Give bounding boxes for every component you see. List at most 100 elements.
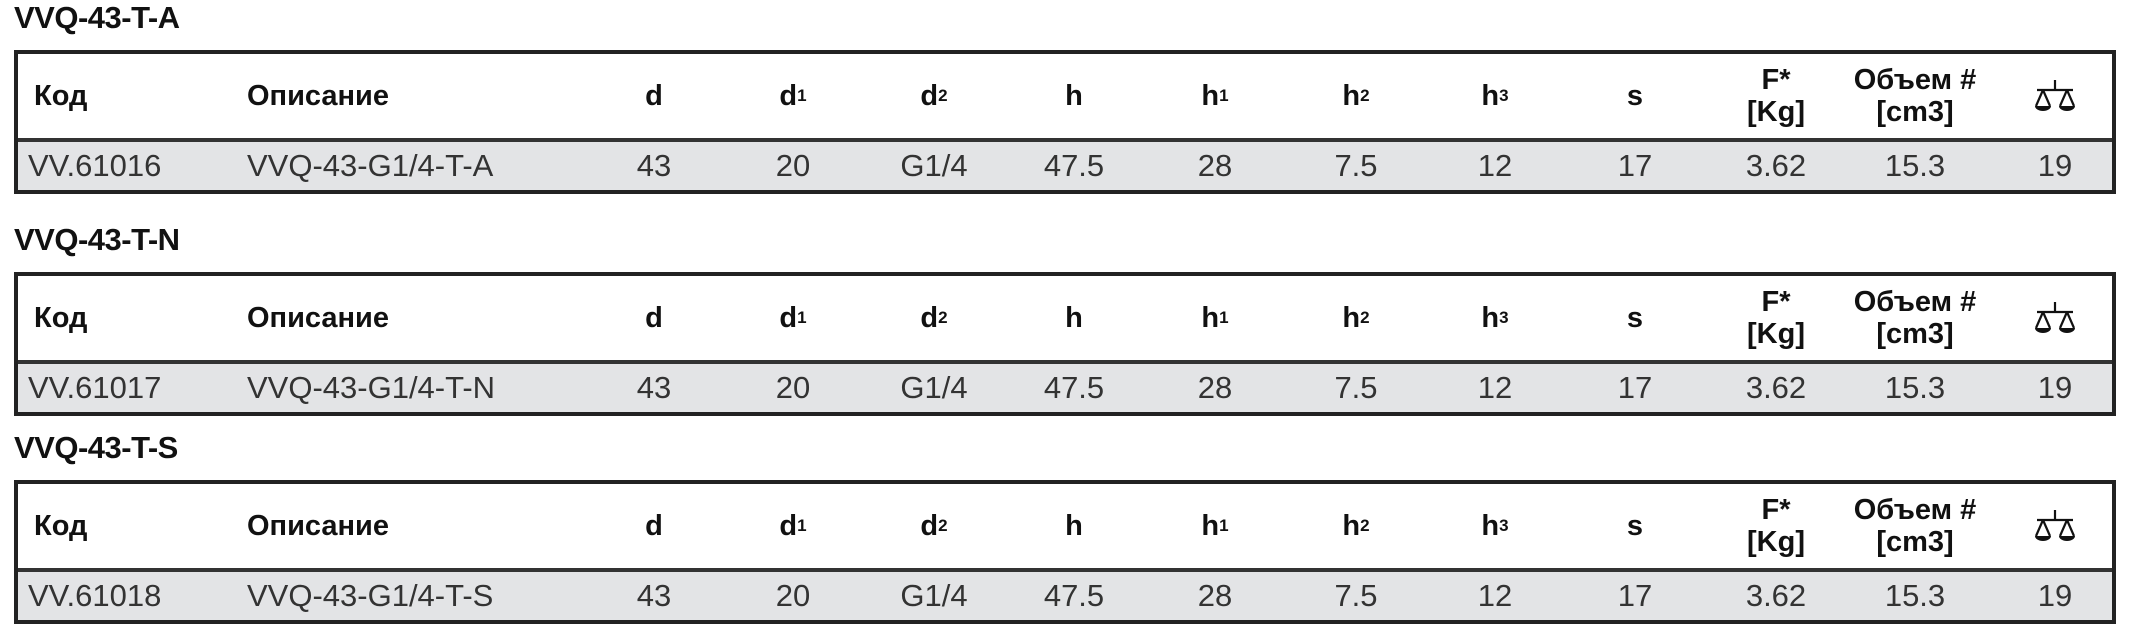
cell-s: 17 [1617,578,1653,613]
header-force-unit: [Kg] [1747,96,1805,128]
cell-force: 3.62 [1745,578,1807,613]
header-h-label: h [1065,510,1083,542]
header-force-unit: [Kg] [1747,318,1805,350]
cell-h: 47.5 [1043,578,1105,613]
header-description: Описание [247,302,389,334]
header-d1-subscript: 1 [797,308,807,327]
header-h: h [1004,54,1144,138]
section-title: VVQ-43-T-S [14,430,178,465]
header-volume-label: Объем # [1853,494,1977,526]
header-volume-unit: [cm3] [1876,96,1954,128]
header-volume: Объем # [cm3] [1825,54,2005,138]
header-h2-label: h [1342,80,1361,112]
header-volume-label: Объем # [1853,286,1977,318]
header-h2-subscript: 2 [1360,516,1370,535]
header-description: Описание [247,510,389,542]
cell-d1: 20 [775,370,811,405]
header-volume-label: Объем # [1853,64,1977,96]
spec-table: Код Описание d d 1 d 2 h h 1 h 2 h 3 s F* [Kg] Объем #[… [14,50,2116,194]
header-volume-unit: [cm3] [1876,318,1954,350]
header-force: F* [Kg] [1706,276,1846,360]
header-description: Описание [247,80,389,112]
header-d-label: d [645,302,663,334]
header-s-label: s [1626,80,1644,112]
header-d2-subscript: 2 [938,86,948,105]
header-h1-subscript: 1 [1219,516,1229,535]
header-h3-subscript: 3 [1499,308,1509,327]
spec-table: Код Описание d d 1 d 2 h h 1 h 2 h 3 s F* [Kg] Объем #[… [14,272,2116,416]
cell-force: 3.62 [1745,148,1807,183]
cell-force: 3.62 [1745,370,1807,405]
cell-weight: 19 [2037,578,2073,613]
cell-s: 17 [1617,370,1653,405]
header-d2-label: d [920,80,939,112]
header-h1-subscript: 1 [1219,86,1229,105]
cell-d1: 20 [775,578,811,613]
header-force: F* [Kg] [1706,484,1846,568]
table-header: Код Описание d d 1 d 2 h h 1 h 2 h 3 s F* [Kg] Объем #[… [18,276,2112,364]
header-h: h [1004,484,1144,568]
header-d: d [584,484,724,568]
header-h2-label: h [1342,302,1361,334]
header-d1-label: d [779,80,798,112]
cell-h: 47.5 [1043,148,1105,183]
cell-code: VV.61016 [28,148,162,183]
cell-weight: 19 [2037,148,2073,183]
cell-h2: 7.5 [1334,148,1378,183]
cell-h1: 28 [1197,148,1233,183]
table-header: Код Описание d d 1 d 2 h h 1 h 2 h 3 s F* [Kg] Объем #[… [18,54,2112,142]
header-d: d [584,54,724,138]
cell-h: 47.5 [1043,370,1105,405]
table-header: Код Описание d d 1 d 2 h h 1 h 2 h 3 s F* [Kg] Объем #[… [18,484,2112,572]
header-h: h [1004,276,1144,360]
header-s: s [1565,276,1705,360]
header-s: s [1565,54,1705,138]
cell-d: 43 [636,370,672,405]
header-h1-label: h [1201,302,1220,334]
header-s: s [1565,484,1705,568]
header-s-label: s [1626,510,1644,542]
table-row: VV.61016 VVQ-43-G1/4-T-A 43 20 G1/4 47.5 28 7.… [18,142,2112,190]
cell-volume: 15.3 [1884,370,1946,405]
header-d-label: d [645,80,663,112]
header-d2-subscript: 2 [938,516,948,535]
balance-scale-icon [1985,484,2125,568]
header-d2-subscript: 2 [938,308,948,327]
header-volume: Объем # [cm3] [1825,484,2005,568]
cell-s: 17 [1617,148,1653,183]
cell-volume: 15.3 [1884,148,1946,183]
cell-d: 43 [636,578,672,613]
header-h-label: h [1065,302,1083,334]
balance-scale-icon [1985,54,2125,138]
cell-description: VVQ-43-G1/4-T-S [247,578,494,613]
cell-code: VV.61018 [28,578,162,613]
header-h-label: h [1065,80,1083,112]
cell-h1: 28 [1197,370,1233,405]
section-title: VVQ-43-T-A [14,0,180,35]
header-h1-label: h [1201,80,1220,112]
cell-h2: 7.5 [1334,578,1378,613]
header-code: Код [34,80,88,112]
cell-d: 43 [636,148,672,183]
cell-d1: 20 [775,148,811,183]
header-volume-unit: [cm3] [1876,526,1954,558]
header-d1-label: d [779,302,798,334]
header-d1-label: d [779,510,798,542]
header-h3-label: h [1481,80,1500,112]
cell-d2: G1/4 [900,370,968,405]
header-d1-subscript: 1 [797,86,807,105]
header-code: Код [34,302,88,334]
cell-h3: 12 [1477,148,1513,183]
cell-description: VVQ-43-G1/4-T-N [247,370,496,405]
